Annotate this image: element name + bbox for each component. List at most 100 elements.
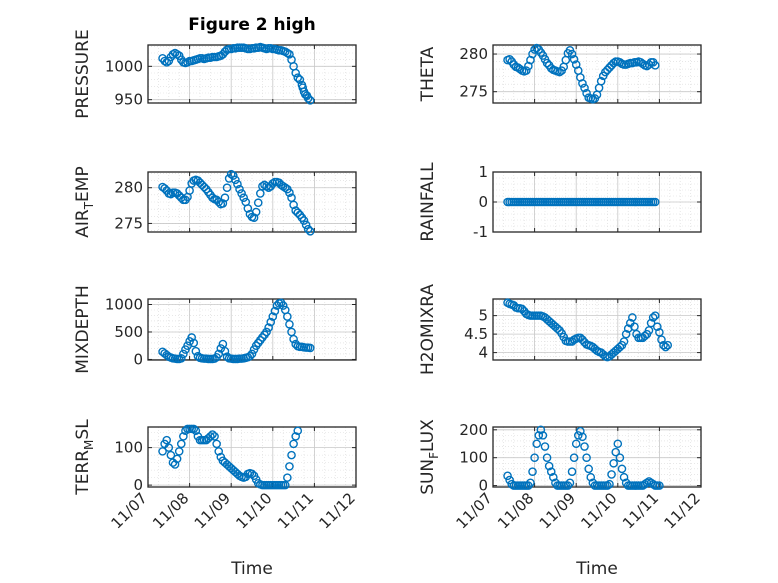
data-point (289, 439, 298, 449)
data-point (650, 197, 660, 207)
data-point (505, 55, 514, 64)
data-point (553, 324, 562, 333)
data-point (578, 335, 587, 344)
y-tick-label: 275 (114, 214, 143, 232)
data-point (208, 193, 217, 203)
data-point (293, 208, 303, 218)
data-point (630, 322, 639, 332)
data-point (289, 200, 298, 210)
x-axis-label: Time (230, 559, 273, 579)
data-point (237, 189, 246, 198)
data-point (538, 431, 548, 440)
data-point (243, 204, 253, 213)
data-point (291, 432, 300, 441)
data-point (571, 439, 581, 449)
data-point (650, 61, 660, 70)
data-point (247, 469, 257, 479)
data-point (245, 351, 255, 361)
data-point (303, 224, 313, 234)
data-point (596, 76, 606, 86)
data-point (285, 319, 294, 329)
data-point (644, 326, 654, 335)
data-point (542, 453, 552, 462)
data-point (176, 193, 186, 203)
data-point (278, 301, 288, 310)
data-point (565, 478, 575, 488)
y-axis-label: MIXDEPTH (73, 285, 93, 374)
y-tick-label: 4 (478, 344, 488, 362)
data-point (289, 334, 298, 344)
data-point (247, 349, 257, 359)
data-point (164, 443, 174, 452)
data-point (542, 58, 552, 68)
data-point (170, 460, 180, 469)
y-tick-label: 100 (459, 449, 488, 467)
data-point (582, 453, 591, 462)
data-point (609, 58, 618, 68)
data-point (573, 431, 583, 440)
data-point (226, 169, 236, 179)
y-axis-label: AIRTEMP (73, 166, 96, 237)
data-point (663, 340, 673, 350)
x-tick-label: 11/09 (191, 489, 234, 532)
axes-frame (492, 426, 702, 488)
x-tick-label: 11/08 (494, 489, 537, 532)
data-point (621, 329, 631, 339)
data-point (280, 480, 290, 490)
data-point (661, 342, 670, 352)
data-point (293, 426, 303, 436)
y-tick-label: 280 (459, 45, 488, 63)
data-point (657, 335, 666, 344)
y-axis-label: PRESSURE (73, 29, 93, 118)
subplot-theta: 275 280 THETA (418, 43, 702, 104)
data-point (303, 94, 313, 103)
data-point (517, 304, 527, 314)
data-point (166, 450, 176, 460)
data-point (578, 432, 587, 442)
data-point (283, 312, 292, 321)
data-point (235, 184, 244, 194)
data-point (642, 478, 652, 488)
y-tick-label: 100 (114, 439, 143, 457)
data-point (222, 183, 232, 193)
data-point (609, 458, 618, 468)
axes-frame (147, 298, 357, 361)
data-point (521, 66, 531, 75)
data-point (285, 462, 294, 471)
data-point (532, 439, 541, 449)
data-point (214, 447, 224, 456)
data-point (179, 432, 188, 441)
data-point (295, 75, 305, 84)
data-point (285, 50, 294, 59)
subplot-pressure: 950 1000 PRESSURE Figure 2 high (73, 15, 357, 119)
data-point (214, 197, 224, 207)
data-point (611, 447, 621, 457)
x-tick-label: 11/11 (274, 489, 317, 532)
x-axis-label: Time (575, 559, 618, 579)
data-point (210, 432, 219, 441)
data-point (301, 220, 311, 230)
data-point (268, 179, 278, 188)
data-point (220, 193, 230, 203)
y-tick-label: 1 (478, 163, 488, 181)
subplot-mixdepth: 0 500 1000 MIXDEPTH (73, 285, 357, 374)
x-tick-label: 11/10 (232, 489, 275, 532)
y-tick-label: 0 (478, 477, 488, 495)
data-point (266, 317, 276, 327)
data-point (253, 198, 263, 208)
data-point (218, 339, 228, 349)
data-point (212, 439, 221, 449)
data-point (280, 183, 290, 193)
y-tick-label: 5 (478, 307, 488, 325)
data-point (256, 189, 265, 198)
data-point (567, 49, 577, 59)
axes-frame (147, 426, 357, 488)
data-point (650, 311, 660, 320)
data-point (176, 439, 186, 449)
data-point (293, 73, 303, 82)
y-tick-label: 0 (133, 350, 143, 368)
y-tick-label: 500 (114, 323, 143, 341)
data-point (287, 450, 296, 460)
data-point (507, 479, 517, 489)
